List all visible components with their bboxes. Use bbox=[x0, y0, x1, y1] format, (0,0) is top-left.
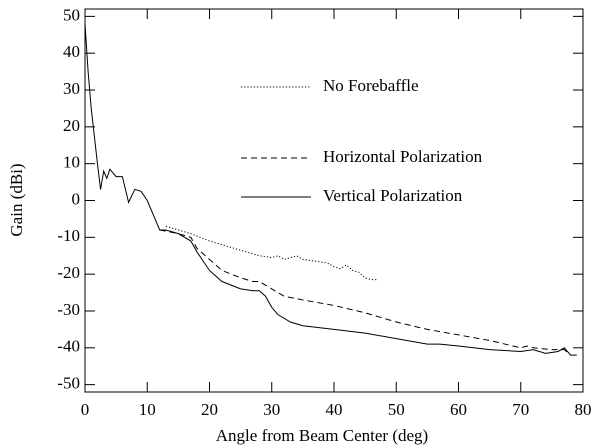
y-tick-label: 50 bbox=[63, 5, 80, 24]
y-axis-label: Gain (dBi) bbox=[7, 163, 26, 236]
y-tick-label: 20 bbox=[63, 116, 80, 135]
y-tick-label: -10 bbox=[57, 226, 80, 245]
x-tick-label: 70 bbox=[512, 400, 529, 419]
x-tick-label: 60 bbox=[450, 400, 467, 419]
y-tick-label: 10 bbox=[63, 153, 80, 172]
x-tick-label: 0 bbox=[81, 400, 90, 419]
y-tick-label: -20 bbox=[57, 263, 80, 282]
legend-label: No Forebaffle bbox=[323, 76, 419, 95]
y-tick-label: -50 bbox=[57, 374, 80, 393]
y-tick-label: 40 bbox=[63, 42, 80, 61]
x-tick-label: 80 bbox=[575, 400, 592, 419]
x-tick-label: 10 bbox=[139, 400, 156, 419]
legend-label: Horizontal Polarization bbox=[323, 147, 483, 166]
series-line bbox=[159, 229, 571, 356]
y-tick-label: -40 bbox=[57, 337, 80, 356]
series-line bbox=[165, 225, 378, 281]
y-tick-label: 30 bbox=[63, 79, 80, 98]
legend-label: Vertical Polarization bbox=[323, 186, 463, 205]
y-tick-label: 0 bbox=[72, 189, 81, 208]
x-axis-label: Angle from Beam Center (deg) bbox=[216, 426, 428, 445]
y-tick-label: -30 bbox=[57, 300, 80, 319]
x-tick-label: 40 bbox=[326, 400, 343, 419]
x-tick-label: 20 bbox=[201, 400, 218, 419]
x-tick-label: 50 bbox=[388, 400, 405, 419]
x-tick-label: 30 bbox=[263, 400, 280, 419]
series-line bbox=[84, 23, 577, 356]
